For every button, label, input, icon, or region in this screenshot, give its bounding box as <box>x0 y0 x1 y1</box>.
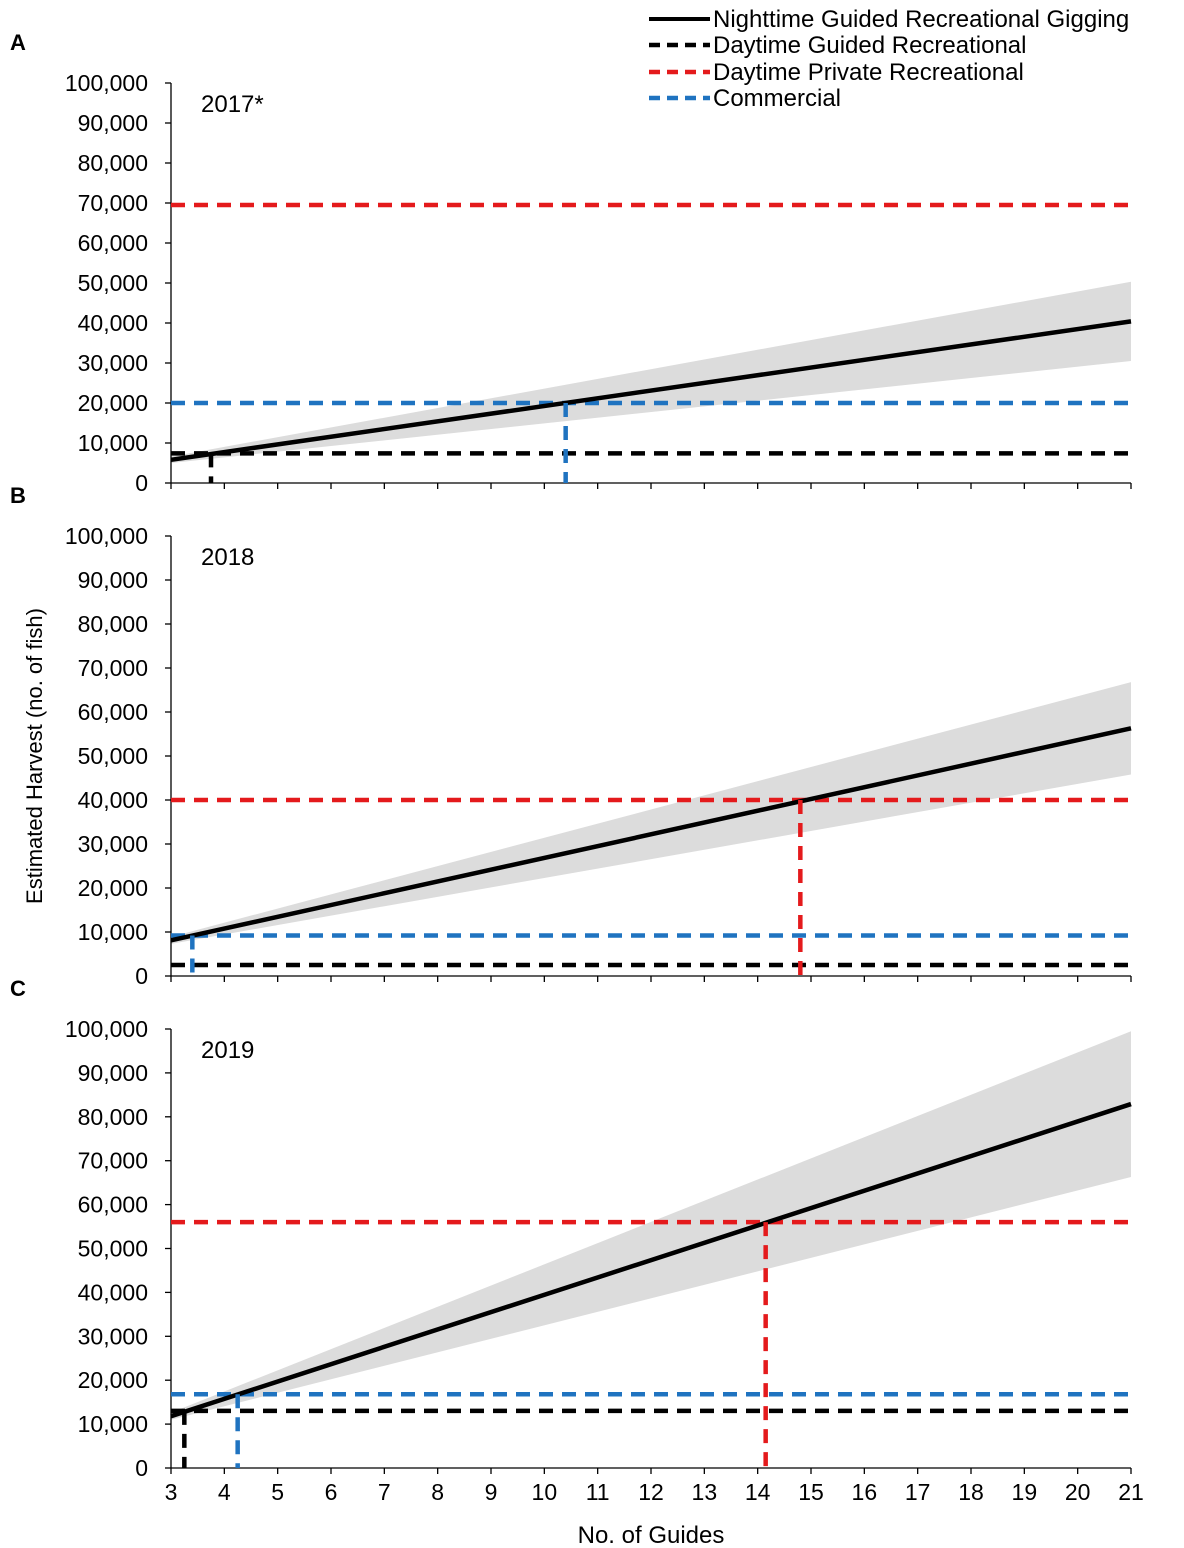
y-tick-label: 80,000 <box>78 1104 148 1130</box>
chart-panels: A 2017* 0 10,000 20,000 30,000 40,000 50,000 60,… <box>10 30 1144 1505</box>
y-tick-label: 90,000 <box>78 567 148 593</box>
x-tick-label: 10 <box>532 1479 558 1505</box>
x-tick-label: 3 <box>165 1479 178 1505</box>
series-line-nighttime <box>170 726 1132 943</box>
y-tick-label: 0 <box>135 963 148 989</box>
y-tick-label: 80,000 <box>78 150 148 176</box>
x-tick-label: 8 <box>431 1479 444 1505</box>
y-tick-label: 30,000 <box>78 350 148 376</box>
series-line-nighttime <box>170 1101 1132 1419</box>
legend-label-nighttime: Nighttime Guided Recreational Gigging <box>713 6 1129 33</box>
x-tick-label: 16 <box>852 1479 878 1505</box>
y-tick-label: 40,000 <box>78 1279 148 1305</box>
y-tick-label: 20,000 <box>78 875 148 901</box>
legend-label-daytime-private: Daytime Private Recreational <box>713 59 1024 86</box>
y-tick-label: 50,000 <box>78 743 148 769</box>
series-line-nighttime <box>170 319 1132 463</box>
x-tick-label: 4 <box>218 1479 231 1505</box>
panel-letter: B <box>10 483 26 508</box>
panel-letter: A <box>10 30 26 55</box>
y-axis-label: Estimated Harvest (no. of fish) <box>22 608 47 904</box>
y-tick-label: 70,000 <box>78 655 148 681</box>
y-tick-label: 20,000 <box>78 1367 148 1393</box>
x-tick-label: 20 <box>1065 1479 1091 1505</box>
legend-item-daytime-private: Daytime Private Recreational <box>649 59 1024 86</box>
y-tick-label: 30,000 <box>78 831 148 857</box>
y-tick-label: 100,000 <box>65 523 148 549</box>
x-tick-label: 12 <box>638 1479 664 1505</box>
y-tick-label: 20,000 <box>78 390 148 416</box>
x-tick-label: 11 <box>586 1479 610 1505</box>
x-tick-label: 19 <box>1012 1479 1038 1505</box>
panel-year-label: 2017* <box>201 91 264 118</box>
y-tick-label: 50,000 <box>78 270 148 296</box>
legend-label-commercial: Commercial <box>713 85 841 112</box>
legend: Nighttime Guided Recreational Gigging Da… <box>649 6 1129 112</box>
y-tick-label: 80,000 <box>78 611 148 637</box>
x-tick-label: 15 <box>798 1479 824 1505</box>
y-tick-label: 70,000 <box>78 190 148 216</box>
panel-year-label: 2018 <box>201 544 254 571</box>
y-tick-label: 100,000 <box>65 1016 148 1042</box>
panel-letter: C <box>10 976 26 1001</box>
panel-a: A 2017* 0 10,000 20,000 30,000 40,000 50,000 60,… <box>10 30 1132 496</box>
x-tick-label: 18 <box>958 1479 984 1505</box>
y-tick-label: 0 <box>135 470 148 496</box>
x-axis-label: No. of Guides <box>578 1522 725 1548</box>
x-tick-label: 6 <box>325 1479 338 1505</box>
legend-item-commercial: Commercial <box>649 85 841 112</box>
x-tick-label: 21 <box>1118 1479 1144 1505</box>
confidence-band <box>171 682 1131 944</box>
confidence-band <box>171 281 1131 463</box>
y-tick-label: 60,000 <box>78 230 148 256</box>
y-tick-label: 10,000 <box>78 919 148 945</box>
x-tick-label: 14 <box>745 1479 771 1505</box>
y-tick-label: 60,000 <box>78 1192 148 1218</box>
y-tick-label: 10,000 <box>78 430 148 456</box>
y-tick-label: 100,000 <box>65 70 148 96</box>
y-tick-label: 0 <box>135 1455 148 1481</box>
confidence-band <box>171 1031 1131 1420</box>
x-tick-label: 17 <box>905 1479 931 1505</box>
x-tick-label: 7 <box>378 1479 391 1505</box>
x-tick-label: 9 <box>485 1479 498 1505</box>
y-tick-label: 90,000 <box>78 110 148 136</box>
panel-year-label: 2019 <box>201 1037 254 1064</box>
y-tick-label: 40,000 <box>78 787 148 813</box>
y-tick-label: 70,000 <box>78 1148 148 1174</box>
legend-item-nighttime: Nighttime Guided Recreational Gigging <box>649 6 1129 33</box>
y-tick-label: 60,000 <box>78 699 148 725</box>
panel-c: C2019010,00020,00030,00040,00050,00060,0… <box>10 976 1144 1505</box>
y-tick-label: 30,000 <box>78 1323 148 1349</box>
y-tick-label: 50,000 <box>78 1236 148 1262</box>
legend-label-daytime-guided: Daytime Guided Recreational <box>713 32 1027 59</box>
x-tick-label: 13 <box>692 1479 718 1505</box>
x-tick-label: 5 <box>271 1479 284 1505</box>
y-tick-label: 10,000 <box>78 1411 148 1437</box>
panel-b: B 2018 0 10,000 20,000 30,000 40,000 50,000 60,0… <box>10 483 1132 989</box>
y-tick-label: 90,000 <box>78 1060 148 1086</box>
legend-item-daytime-guided: Daytime Guided Recreational <box>649 32 1027 59</box>
y-tick-label: 40,000 <box>78 310 148 336</box>
